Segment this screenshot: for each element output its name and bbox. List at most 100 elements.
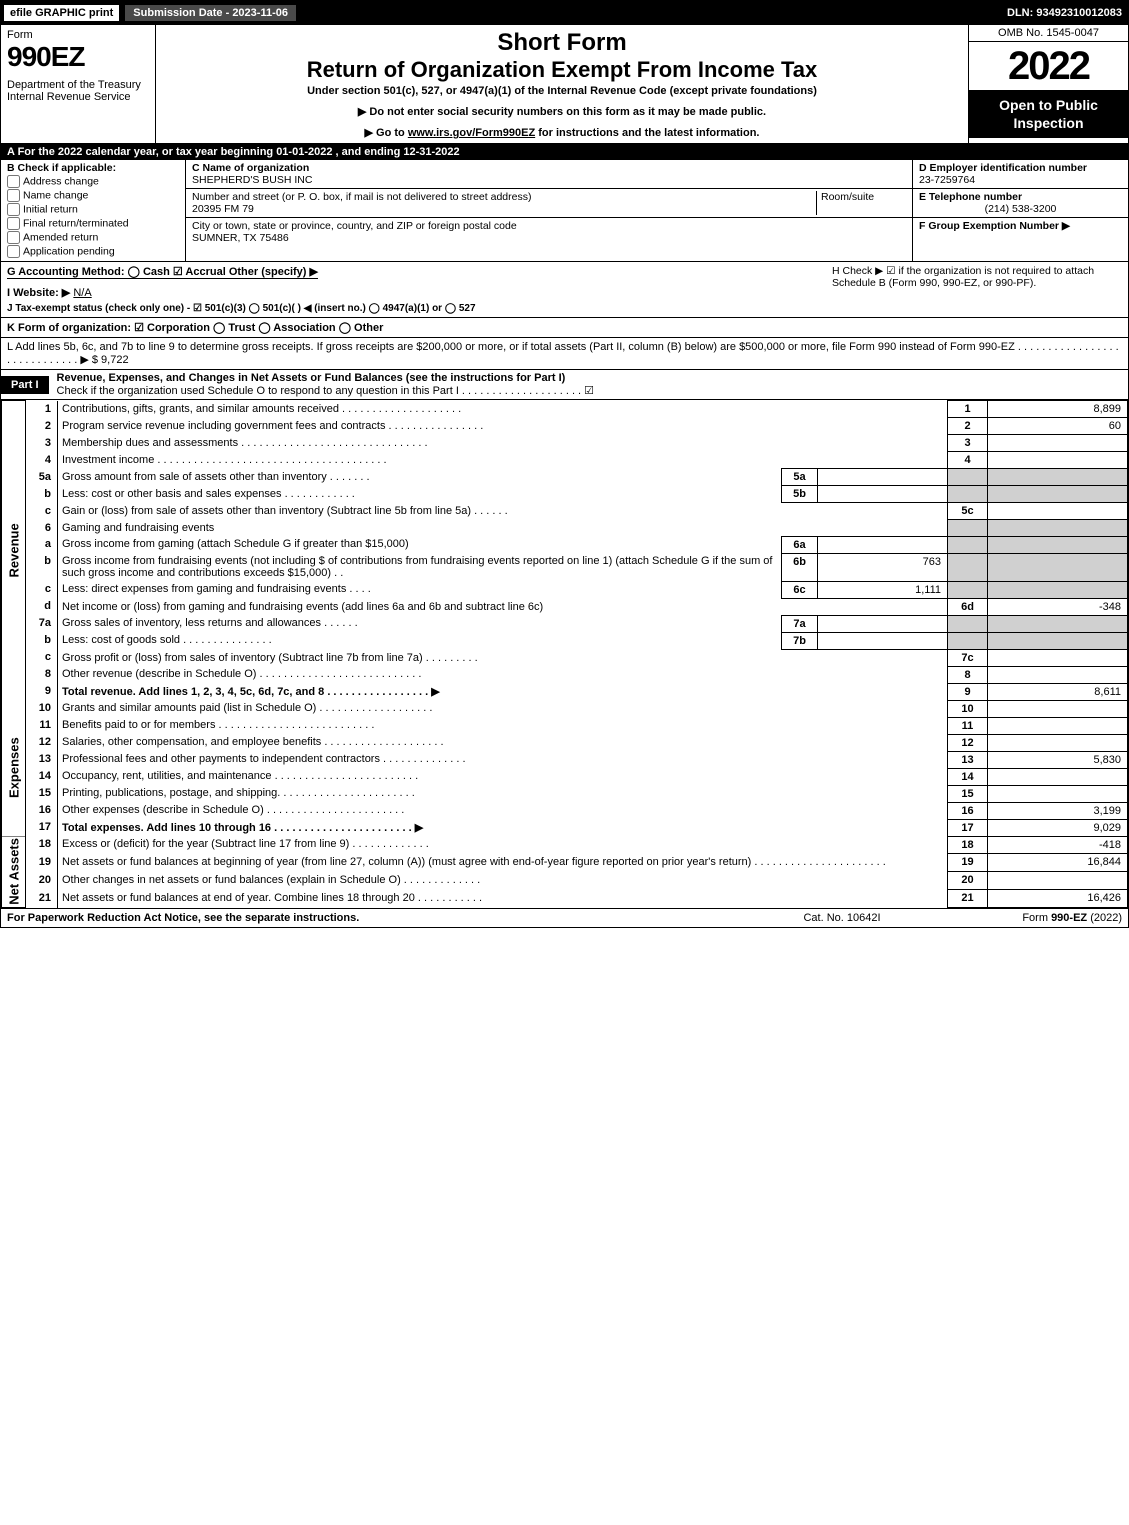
line-number: 14 [26, 768, 58, 785]
box-value [988, 435, 1128, 452]
part-i-check-o: Check if the organization used Schedule … [57, 385, 595, 397]
box-number: 13 [948, 751, 988, 768]
line-number: 19 [26, 854, 58, 872]
city-value: SUMNER, TX 75486 [192, 232, 906, 244]
table-row: aGross income from gaming (attach Schedu… [2, 536, 1128, 553]
box-number: 7c [948, 649, 988, 666]
box-number: 1 [948, 401, 988, 418]
tax-year: 2022 [969, 46, 1128, 86]
line-number: 6 [26, 520, 58, 537]
grey-cell [988, 469, 1128, 486]
line-number: 7a [26, 615, 58, 632]
cb-final-return[interactable]: Final return/terminated [7, 217, 179, 230]
box-value: 3,199 [988, 802, 1128, 819]
form-word: Form [7, 29, 149, 41]
box-number: 16 [948, 802, 988, 819]
table-row: 7aGross sales of inventory, less returns… [2, 615, 1128, 632]
line-description: Benefits paid to or for members . . . . … [58, 717, 948, 734]
sub-box-number: 5a [782, 469, 818, 486]
grey-cell [948, 536, 988, 553]
line-description: Excess or (deficit) for the year (Subtra… [58, 836, 948, 854]
line-number: 13 [26, 751, 58, 768]
line-k-form-org: K Form of organization: ☑ Corporation ◯ … [1, 318, 1128, 338]
column-b-check-applicable: B Check if applicable: Address change Na… [1, 160, 186, 261]
line-description: Membership dues and assessments . . . . … [58, 435, 948, 452]
line-number: 5a [26, 469, 58, 486]
box-number: 9 [948, 683, 988, 700]
line-description: Program service revenue including govern… [58, 418, 948, 435]
cb-initial-return[interactable]: Initial return [7, 203, 179, 216]
line-number: 21 [26, 890, 58, 908]
section-side-label: Expenses [2, 700, 26, 836]
grey-cell [988, 520, 1128, 537]
footer: For Paperwork Reduction Act Notice, see … [1, 908, 1128, 927]
ein-value: 23-7259764 [919, 174, 1122, 186]
box-value [988, 785, 1128, 802]
line-number: 18 [26, 836, 58, 854]
line-number: c [26, 649, 58, 666]
line-description: Other revenue (describe in Schedule O) .… [58, 666, 948, 683]
box-value [988, 768, 1128, 785]
box-number: 12 [948, 734, 988, 751]
box-number: 8 [948, 666, 988, 683]
line-number: 2 [26, 418, 58, 435]
box-value: 16,426 [988, 890, 1128, 908]
table-row: 20Other changes in net assets or fund ba… [2, 872, 1128, 890]
cb-application-pending[interactable]: Application pending [7, 245, 179, 258]
table-row: 4Investment income . . . . . . . . . . .… [2, 452, 1128, 469]
table-row: 11Benefits paid to or for members . . . … [2, 717, 1128, 734]
table-row: cGain or (loss) from sale of assets othe… [2, 503, 1128, 520]
line-description: Grants and similar amounts paid (list in… [58, 700, 948, 717]
box-number: 4 [948, 452, 988, 469]
form-footer-label: Form 990-EZ (2022) [942, 912, 1122, 924]
group-exemption-label: F Group Exemption Number ▶ [919, 220, 1122, 232]
line-h-schedule-b: H Check ▶ ☑ if the organization is not r… [822, 265, 1122, 314]
box-number: 6d [948, 598, 988, 615]
omb-number: OMB No. 1545-0047 [969, 25, 1128, 42]
table-row: 14Occupancy, rent, utilities, and mainte… [2, 768, 1128, 785]
irs-link[interactable]: www.irs.gov/Form990EZ [408, 127, 535, 139]
phone-value: (214) 538-3200 [919, 203, 1122, 215]
efile-print-button[interactable]: efile GRAPHIC print [3, 4, 120, 22]
table-row: cLess: direct expenses from gaming and f… [2, 581, 1128, 598]
box-number: 10 [948, 700, 988, 717]
line-number: 10 [26, 700, 58, 717]
table-row: 19Net assets or fund balances at beginni… [2, 854, 1128, 872]
sub-box-value [818, 632, 948, 649]
table-row: 15Printing, publications, postage, and s… [2, 785, 1128, 802]
box-value [988, 666, 1128, 683]
box-number: 19 [948, 854, 988, 872]
box-value [988, 872, 1128, 890]
line-description: Gross profit or (loss) from sales of inv… [58, 649, 948, 666]
line-number: 8 [26, 666, 58, 683]
table-row: bLess: cost or other basis and sales exp… [2, 486, 1128, 503]
grey-cell [948, 520, 988, 537]
cb-name-change[interactable]: Name change [7, 189, 179, 202]
grey-cell [988, 536, 1128, 553]
org-name-value: SHEPHERD'S BUSH INC [192, 174, 906, 186]
sub-box-value [818, 536, 948, 553]
cb-address-change[interactable]: Address change [7, 175, 179, 188]
cb-amended-return[interactable]: Amended return [7, 231, 179, 244]
line-description: Gross amount from sale of assets other t… [58, 469, 782, 486]
box-value: 60 [988, 418, 1128, 435]
submission-date-label: Submission Date - 2023-11-06 [124, 4, 297, 22]
line-description: Net income or (loss) from gaming and fun… [58, 598, 948, 615]
grey-cell [988, 581, 1128, 598]
table-row: cGross profit or (loss) from sales of in… [2, 649, 1128, 666]
grey-cell [948, 581, 988, 598]
line-number: 9 [26, 683, 58, 700]
line-number: 17 [26, 819, 58, 836]
line-number: 4 [26, 452, 58, 469]
grey-cell [988, 615, 1128, 632]
table-row: Expenses10Grants and similar amounts pai… [2, 700, 1128, 717]
sub-box-number: 7a [782, 615, 818, 632]
box-number: 20 [948, 872, 988, 890]
dln-label: DLN: 93492310012083 [1007, 7, 1128, 19]
box-value: -418 [988, 836, 1128, 854]
room-label: Room/suite [821, 191, 906, 203]
box-value: 16,844 [988, 854, 1128, 872]
line-description: Less: cost or other basis and sales expe… [58, 486, 782, 503]
paperwork-notice: For Paperwork Reduction Act Notice, see … [7, 912, 742, 924]
line-g-accounting: G Accounting Method: ◯ Cash ☑ Accrual Ot… [7, 266, 318, 279]
